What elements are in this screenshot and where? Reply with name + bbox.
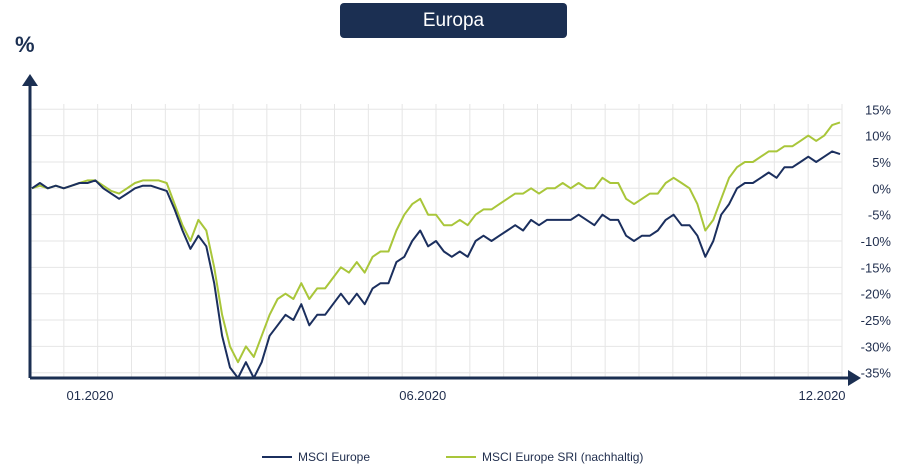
y-tick-label: -25% [861, 313, 892, 328]
x-tick-label: 12.2020 [799, 388, 846, 403]
y-tick-label: -30% [861, 339, 892, 354]
legend-label: MSCI Europe [298, 450, 371, 464]
legend-item-msci-sri: MSCI Europe SRI (nachhaltig) [446, 450, 643, 464]
y-tick-label: 5% [872, 155, 891, 170]
legend-item-msci-europe: MSCI Europe [262, 450, 370, 464]
chart-grid [29, 104, 843, 378]
y-tick-label: -15% [861, 260, 892, 275]
y-axis-arrow [22, 74, 38, 86]
series-line-msci-europe [31, 150, 841, 379]
legend-swatch [446, 456, 476, 458]
chart-canvas: 15% 10% 5% 0% -5% -10% -15% -20% -25% -30% -35% 01.… [22, 74, 892, 403]
chart-ticks: 15% 10% 5% 0% -5% -10% -15% -20% -25% -30% -35% 01.… [67, 102, 892, 403]
y-tick-label: -10% [861, 234, 892, 249]
x-axis-arrow [848, 370, 861, 386]
y-tick-label: 0% [872, 181, 891, 196]
x-tick-label: 01.2020 [67, 388, 114, 403]
series-line-msci-sri [31, 121, 841, 364]
y-unit-label: % [15, 32, 35, 57]
y-tick-label: -20% [861, 287, 892, 302]
y-tick-label: -5% [868, 208, 892, 223]
chart-lines [31, 121, 841, 379]
y-tick-label: -35% [861, 366, 892, 381]
legend-label: MSCI Europe SRI (nachhaltig) [482, 450, 644, 464]
chart-axes [22, 74, 861, 386]
legend-swatch [262, 456, 292, 458]
y-tick-label: 15% [865, 102, 891, 117]
legend: MSCI Europe MSCI Europe SRI (nachhaltig) [0, 450, 907, 472]
x-tick-label: 06.2020 [399, 388, 446, 403]
y-tick-label: 10% [865, 129, 891, 144]
chart-title: Europa [340, 3, 567, 38]
